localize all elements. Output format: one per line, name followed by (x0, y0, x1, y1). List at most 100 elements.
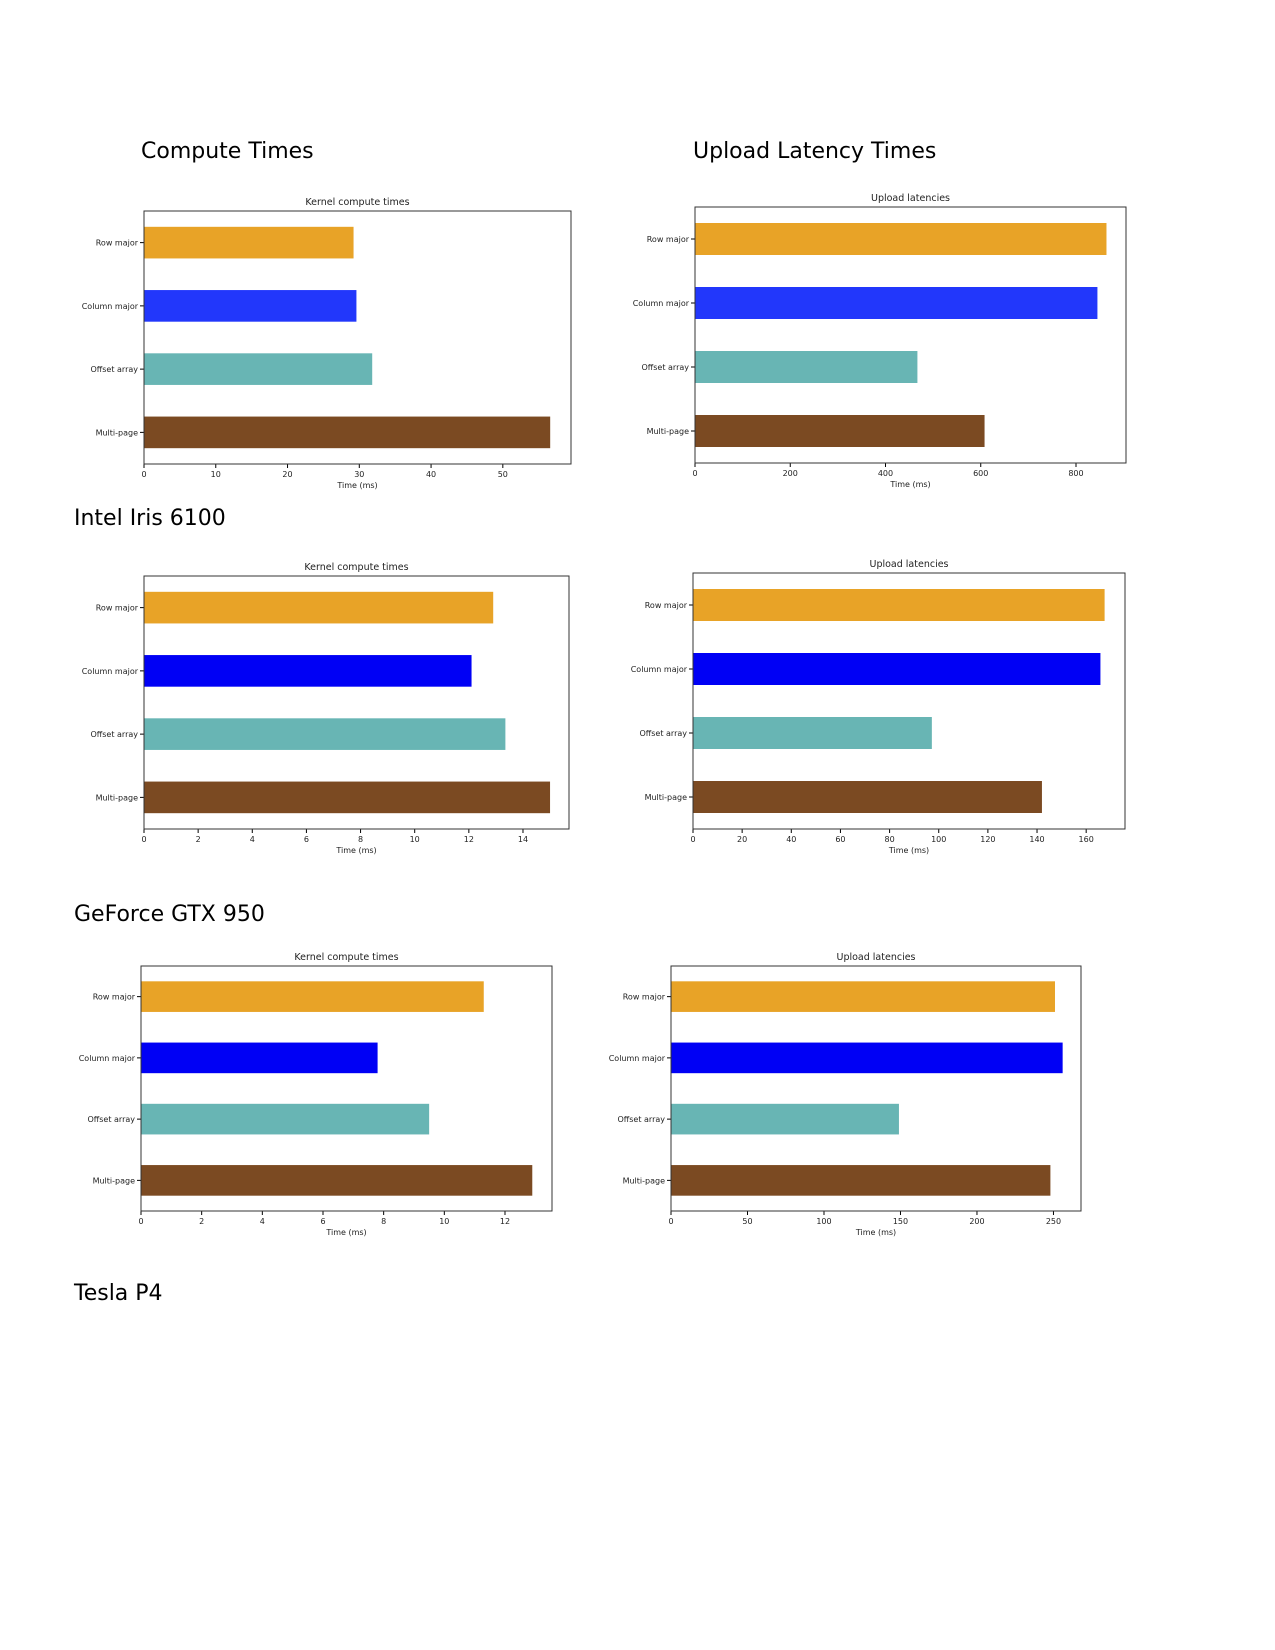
bar-column-major (144, 655, 472, 687)
bar-offset-array (144, 353, 373, 385)
y-tick-label: Row major (93, 993, 136, 1002)
plot-frame (692, 572, 1126, 830)
x-tick-label: 60 (835, 835, 845, 844)
device-label-tesla-p4: Tesla P4 (74, 1281, 163, 1306)
x-tick-label: 600 (973, 469, 988, 478)
bar-column-major (144, 290, 357, 322)
bar-row-major (671, 981, 1055, 1012)
chart-title: Upload latencies (836, 952, 915, 963)
x-tick-label: 100 (816, 1217, 831, 1226)
plot-frame (670, 965, 1082, 1212)
x-tick-label: 150 (893, 1217, 908, 1226)
x-tick-label: 8 (358, 835, 363, 844)
x-axis-label: Time (ms) (889, 480, 930, 489)
x-tick-label: 14 (518, 835, 528, 844)
bar-multi-page (671, 1165, 1051, 1196)
bar-offset-array (144, 718, 506, 750)
x-tick-label: 8 (381, 1217, 386, 1226)
bar-column-major (671, 1042, 1063, 1074)
x-tick-label: 10 (439, 1217, 449, 1226)
y-tick-label: Offset array (639, 729, 687, 738)
x-tick-label: 40 (426, 470, 436, 479)
chart-title: Kernel compute times (304, 562, 408, 573)
y-tick-label: Row major (623, 993, 666, 1002)
bar-multi-page (693, 781, 1042, 813)
bar-offset-array (671, 1103, 899, 1135)
y-tick-label: Column major (82, 302, 139, 311)
bar-row-major (693, 589, 1105, 621)
bar-column-major (695, 287, 1098, 319)
y-tick-label: Multi-page (623, 1176, 666, 1185)
x-tick-label: 20 (737, 835, 747, 844)
x-tick-label: 80 (884, 835, 894, 844)
x-tick-label: 50 (742, 1217, 752, 1226)
plot-frame (143, 210, 572, 465)
bar-offset-array (695, 351, 918, 383)
plot-frame (143, 575, 570, 830)
y-tick-label: Column major (79, 1054, 136, 1063)
chart-title: Upload latencies (869, 559, 948, 570)
x-axis-label: Time (ms) (855, 1228, 896, 1237)
x-tick-label: 200 (783, 469, 798, 478)
device-label-intel-iris-6100: Intel Iris 6100 (74, 506, 226, 531)
x-tick-label: 0 (668, 1217, 673, 1226)
y-tick-label: Offset array (641, 363, 689, 372)
x-tick-label: 10 (211, 470, 221, 479)
bar-multi-page (144, 781, 551, 814)
chart-title: Kernel compute times (305, 197, 409, 208)
chart-title: Upload latencies (871, 193, 950, 204)
x-tick-label: 4 (250, 835, 255, 844)
x-tick-label: 200 (969, 1217, 984, 1226)
x-tick-label: 50 (498, 470, 508, 479)
y-tick-label: Row major (96, 604, 139, 613)
y-tick-label: Offset array (617, 1115, 665, 1124)
chart-title: Kernel compute times (294, 952, 398, 963)
x-axis-label: Time (ms) (335, 846, 376, 855)
y-tick-label: Multi-page (645, 793, 688, 802)
bar-offset-array (141, 1103, 430, 1135)
y-tick-label: Offset array (90, 730, 138, 739)
x-tick-label: 120 (980, 835, 995, 844)
y-tick-label: Multi-page (96, 428, 139, 437)
x-tick-label: 0 (141, 835, 146, 844)
bar-column-major (693, 653, 1101, 685)
y-tick-label: Multi-page (93, 1176, 136, 1185)
x-tick-label: 140 (1029, 835, 1044, 844)
x-axis-label: Time (ms) (888, 846, 929, 855)
x-tick-label: 0 (690, 835, 695, 844)
x-tick-label: 160 (1079, 835, 1094, 844)
x-tick-label: 800 (1068, 469, 1083, 478)
x-tick-label: 2 (196, 835, 201, 844)
bar-multi-page (144, 416, 551, 449)
x-tick-label: 2 (199, 1217, 204, 1226)
x-tick-label: 6 (304, 835, 309, 844)
x-tick-label: 6 (320, 1217, 325, 1226)
x-tick-label: 100 (931, 835, 946, 844)
x-axis-label: Time (ms) (325, 1228, 366, 1237)
device-label-geforce-gtx-950: GeForce GTX 950 (74, 902, 265, 927)
bar-row-major (144, 591, 494, 624)
y-tick-label: Row major (645, 601, 688, 610)
x-tick-label: 400 (878, 469, 893, 478)
y-tick-label: Column major (82, 667, 139, 676)
x-tick-label: 4 (260, 1217, 265, 1226)
y-tick-label: Row major (647, 235, 690, 244)
x-tick-label: 40 (786, 835, 796, 844)
y-tick-label: Column major (609, 1054, 666, 1063)
bar-multi-page (141, 1165, 533, 1196)
x-axis-label: Time (ms) (336, 481, 377, 490)
y-tick-label: Row major (96, 239, 139, 248)
y-tick-label: Multi-page (96, 793, 139, 802)
bar-column-major (141, 1042, 378, 1074)
y-tick-label: Column major (631, 665, 688, 674)
y-tick-label: Offset array (87, 1115, 135, 1124)
y-tick-label: Multi-page (647, 427, 690, 436)
x-tick-label: 0 (141, 470, 146, 479)
x-tick-label: 20 (282, 470, 292, 479)
x-tick-label: 250 (1046, 1217, 1061, 1226)
bar-row-major (144, 226, 354, 259)
plot-frame (694, 206, 1127, 464)
